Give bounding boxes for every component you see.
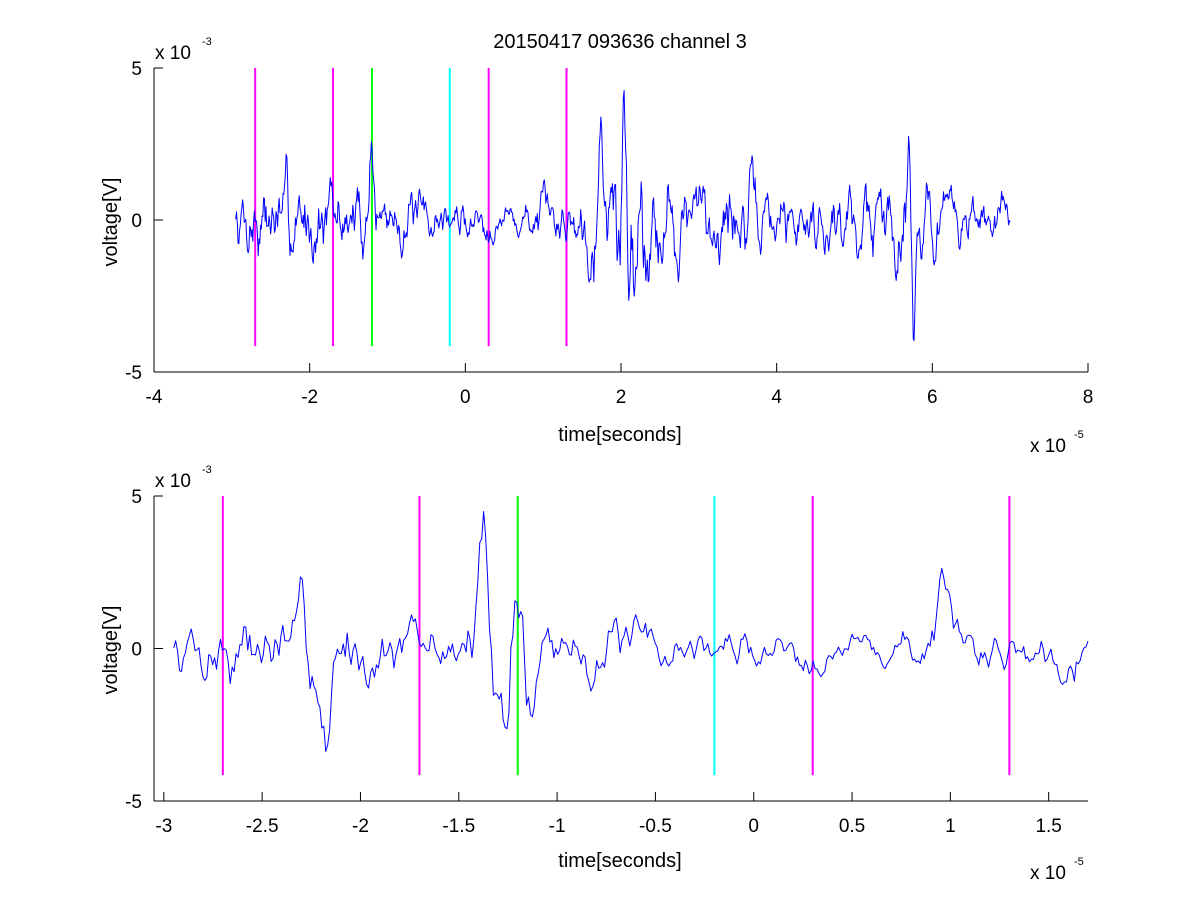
x-tick-label: 4 — [771, 387, 782, 408]
svg-text:x 10: x 10 — [1030, 436, 1066, 457]
bottom-y-tick-labels: -5 0 5 — [125, 487, 142, 813]
bottom-y-exponent-label: x 10 -3 — [155, 464, 212, 492]
svg-text:-5: -5 — [1074, 856, 1084, 868]
chart-title: 20150417 093636 channel 3 — [493, 31, 747, 53]
bottom-x-axis-label: time[seconds] — [558, 850, 681, 872]
x-tick-label: 2 — [616, 387, 627, 408]
bottom-x-exponent-label: x 10 -5 — [1030, 856, 1084, 884]
x-tick-label: -3 — [155, 816, 172, 837]
top-x-exponent-label: x 10 -5 — [1030, 429, 1084, 457]
x-tick-label: 6 — [927, 387, 938, 408]
top-y-exponent-label: x 10 -3 — [155, 36, 212, 64]
x-tick-label: -1.5 — [442, 816, 475, 837]
y-tick-label: 0 — [131, 640, 142, 661]
top-ticks — [153, 67, 1089, 373]
x-tick-label: -2 — [301, 387, 318, 408]
bottom-axes-lines — [153, 496, 1088, 802]
y-tick-label: 0 — [131, 211, 142, 232]
top-axes-lines — [153, 68, 1088, 373]
top-voltage-trace — [235, 90, 1011, 342]
x-tick-label: 1.5 — [1035, 816, 1061, 837]
svg-text:-3: -3 — [202, 36, 212, 48]
x-tick-label: -1 — [549, 816, 566, 837]
x-tick-label: 0 — [748, 816, 759, 837]
top-event-markers — [254, 68, 568, 347]
x-tick-label: 0 — [460, 387, 471, 408]
bottom-subplot: -3 -2.5 -2 -1.5 -1 -0.5 0 0.5 1 1.5 -5 0 5 time[sec… — [100, 464, 1089, 884]
svg-text:x 10: x 10 — [1030, 863, 1066, 884]
bottom-y-axis-label: voltage[V] — [100, 606, 122, 695]
svg-text:-3: -3 — [202, 464, 212, 476]
top-x-tick-labels: -4 -2 0 2 4 6 8 — [146, 387, 1094, 408]
x-tick-label: -2 — [352, 816, 369, 837]
bottom-event-markers — [221, 496, 1011, 776]
x-tick-label: 8 — [1083, 387, 1094, 408]
top-y-tick-labels: -5 0 5 — [125, 59, 142, 384]
y-tick-label: 5 — [131, 487, 142, 508]
x-tick-label: -4 — [146, 387, 163, 408]
x-tick-label: 1 — [945, 816, 956, 837]
x-tick-label: -0.5 — [639, 816, 672, 837]
x-tick-label: -2.5 — [246, 816, 279, 837]
svg-text:x 10: x 10 — [155, 471, 191, 492]
top-subplot: 20150417 093636 channel 3 -4 -2 0 2 4 6 8 -5 0 5… — [100, 31, 1093, 457]
y-tick-label: -5 — [125, 792, 142, 813]
bottom-ticks — [154, 495, 1050, 802]
top-x-axis-label: time[seconds] — [558, 424, 681, 446]
y-tick-label: 5 — [131, 59, 142, 80]
svg-text:-5: -5 — [1074, 429, 1084, 441]
top-y-axis-label: voltage[V] — [100, 178, 122, 267]
y-tick-label: -5 — [125, 363, 142, 384]
svg-text:x 10: x 10 — [155, 43, 191, 64]
x-tick-label: 0.5 — [839, 816, 865, 837]
bottom-x-tick-labels: -3 -2.5 -2 -1.5 -1 -0.5 0 0.5 1 1.5 — [155, 816, 1062, 837]
bottom-voltage-trace — [173, 511, 1089, 752]
